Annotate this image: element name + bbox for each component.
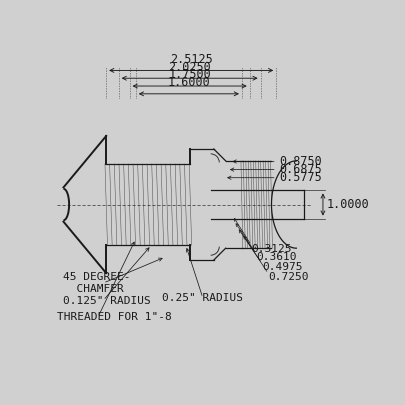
Text: 0.6875: 0.6875 <box>279 163 322 176</box>
Text: 0.8750: 0.8750 <box>279 155 322 168</box>
Text: 1.6000: 1.6000 <box>168 76 210 89</box>
Text: 2.5125: 2.5125 <box>170 53 213 66</box>
Text: 0.4975: 0.4975 <box>262 262 303 272</box>
Text: 45 DEGREE-
  CHAMFER: 45 DEGREE- CHAMFER <box>62 272 130 294</box>
Text: 0.3610: 0.3610 <box>256 252 296 262</box>
Text: 0.5775: 0.5775 <box>279 171 322 184</box>
Text: 0.25" RADIUS: 0.25" RADIUS <box>162 293 243 303</box>
Text: 0.7250: 0.7250 <box>269 272 309 282</box>
Text: 1.7500: 1.7500 <box>168 68 211 81</box>
Text: THREADED FOR 1"-8: THREADED FOR 1"-8 <box>57 312 172 322</box>
Text: 2.0250: 2.0250 <box>168 61 211 74</box>
Text: 0.3125: 0.3125 <box>251 243 292 254</box>
Text: 0.125" RADIUS: 0.125" RADIUS <box>62 296 150 306</box>
Text: 1.0000: 1.0000 <box>327 198 369 211</box>
